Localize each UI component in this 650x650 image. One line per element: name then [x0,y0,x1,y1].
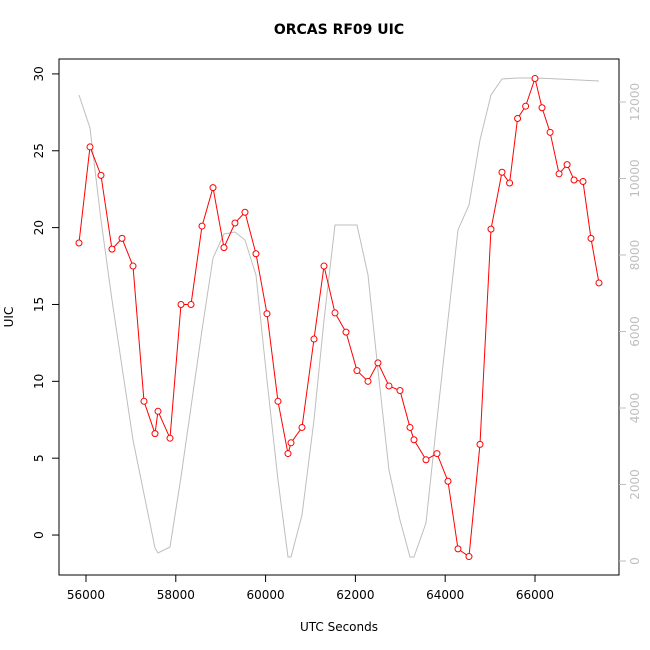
data-point [154,407,162,415]
data-point [287,439,295,447]
y-tick-label: 30 [32,66,46,81]
data-point [487,225,495,233]
x-tick-label: 66000 [516,588,554,602]
data-point [538,104,546,112]
data-point [353,367,361,375]
data-point [444,477,452,485]
data-point [587,234,595,242]
data-line [78,76,600,558]
data-point [422,456,430,464]
data-point [220,244,228,252]
data-point [310,335,318,343]
data-point [410,436,418,444]
data-point [298,423,306,431]
plot-box [58,58,620,576]
data-point [498,168,506,176]
data-point [166,434,174,442]
data-point [231,219,239,227]
data-point [546,128,554,136]
x-tick-label: 64000 [426,588,464,602]
y2-tick-label: 8000 [628,240,642,271]
data-point [579,178,587,186]
y2-tick-label: 12000 [628,83,642,121]
y-tick-label: 0 [32,531,46,539]
data-point [563,161,571,169]
data-point [364,377,372,385]
y2-tick-label: 0 [628,557,642,565]
data-point [342,328,350,336]
data-point [465,553,473,561]
data-point [263,310,271,318]
data-point [241,208,249,216]
data-point [177,300,185,308]
x-tick-label: 56000 [67,588,105,602]
data-point [108,245,116,253]
data-line [78,77,599,558]
data-point [75,239,83,247]
data-point [506,179,514,187]
y2-tick-label: 2000 [628,469,642,500]
y2-tick-label: 10000 [628,159,642,197]
y-tick-label: 20 [32,220,46,235]
data-point [396,387,404,395]
data-point [187,300,195,308]
data-point [522,102,530,110]
data-point [97,171,105,179]
y-tick-label: 25 [32,143,46,158]
data-point [385,382,393,390]
data-point [595,279,603,287]
data-point [374,359,382,367]
data-point [454,545,462,553]
data-point [331,309,339,317]
data-point [198,222,206,230]
data-point [151,430,159,438]
x-tick-label: 60000 [246,588,284,602]
data-point [209,184,217,192]
x-tick-label: 58000 [157,588,195,602]
data-point [129,262,137,270]
data-point [320,262,328,270]
data-point [476,440,484,448]
data-point [406,423,414,431]
data-point [140,397,148,405]
y2-tick-label: 4000 [628,393,642,424]
data-point [284,450,292,458]
y2-tick-label: 6000 [628,316,642,347]
data-point [570,176,578,184]
x-tick-label: 62000 [336,588,374,602]
data-point [86,143,94,151]
y-tick-label: 5 [32,454,46,462]
data-point [252,250,260,258]
y-tick-label: 10 [32,374,46,389]
chart-title: ORCAS RF09 UIC [274,22,404,38]
data-point [274,397,282,405]
data-point [118,234,126,242]
data-point [433,450,441,458]
y-axis-title: UIC [2,307,16,328]
data-point [514,114,522,122]
data-point [555,170,563,178]
data-point [531,75,539,83]
y-tick-label: 15 [32,297,46,312]
x-axis-title: UTC Seconds [300,620,378,634]
